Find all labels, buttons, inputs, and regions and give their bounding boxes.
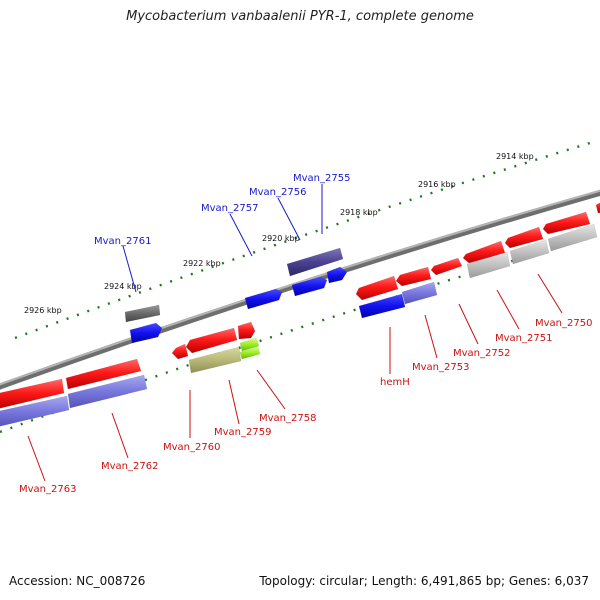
label-mvan-2752[interactable]: Mvan_2752	[453, 348, 510, 359]
gene-mvan-2749-red[interactable]	[542, 211, 591, 235]
label-mvan-2753[interactable]: Mvan_2753	[412, 362, 469, 373]
ruler-label-2926: 2926 kbp	[24, 306, 62, 315]
gene-mvan-2756[interactable]	[291, 276, 328, 297]
gene-mvan-2763[interactable]	[0, 395, 70, 427]
genome-summary: Topology: circular; Length: 6,491,865 bp…	[259, 574, 589, 588]
label-mvan-2761[interactable]: Mvan_2761	[94, 236, 151, 247]
leader-mvan-2761	[122, 245, 137, 293]
map-title: Mycobacterium vanbaalenii PYR-1, complet…	[126, 9, 474, 24]
leader-mvan-2757	[229, 213, 253, 257]
forward-gene-labels: Mvan_2755 Mvan_2756 Mvan_2757 Mvan_2761	[94, 173, 350, 247]
accession-label: Accession: NC_008726	[9, 574, 146, 588]
leader-mvan-2752	[458, 303, 479, 345]
lower-genes	[0, 223, 598, 427]
label-mvan-2759[interactable]: Mvan_2759	[214, 427, 271, 438]
label-mvan-2751[interactable]: Mvan_2751	[495, 333, 552, 344]
ruler-label-2920: 2920 kbp	[262, 234, 300, 243]
ruler-labels: 2914 kbp 2916 kbp 2918 kbp 2920 kbp 2922…	[24, 152, 534, 315]
gene-mvan-2762-red[interactable]	[65, 358, 142, 390]
label-mvan-2756[interactable]: Mvan_2756	[249, 187, 306, 198]
leader-lines	[27, 184, 563, 482]
label-mvan-2760[interactable]: Mvan_2760	[163, 442, 220, 453]
gene-mvan-2755[interactable]	[326, 266, 348, 284]
gene-mvan-2749[interactable]	[547, 223, 598, 252]
gene-mvan-2756-top[interactable]	[286, 247, 344, 277]
label-mvan-2755[interactable]: Mvan_2755	[293, 173, 350, 184]
gene-mvan-2757[interactable]	[244, 288, 283, 310]
gene-mvan-2762[interactable]	[67, 374, 148, 409]
label-mvan-2762[interactable]: Mvan_2762	[101, 461, 158, 472]
reverse-gene-labels: Mvan_2750 Mvan_2751 Mvan_2752 hemH Mvan_…	[19, 318, 592, 495]
label-mvan-2757[interactable]: Mvan_2757	[201, 203, 258, 214]
gene-hemh-red[interactable]	[355, 275, 399, 301]
gene-mvan-2761[interactable]	[129, 322, 163, 344]
gene-mvan-2753-red[interactable]	[395, 266, 432, 287]
gene-mvan-2760[interactable]	[171, 343, 189, 360]
label-mvan-2758[interactable]: Mvan_2758	[259, 413, 316, 424]
gene-mvan-2761-top[interactable]	[124, 304, 161, 323]
gene-mvan-2759-red[interactable]	[185, 327, 238, 354]
label-mvan-2763[interactable]: Mvan_2763	[19, 484, 76, 495]
leader-mvan-2756	[277, 197, 301, 241]
ruler-label-2918: 2918 kbp	[340, 208, 378, 217]
gene-mvan-2758-b[interactable]	[239, 346, 261, 360]
genome-backbone-highlight	[0, 189, 600, 386]
gene-mvan-2751[interactable]	[466, 251, 511, 279]
leader-mvan-2763	[27, 435, 46, 482]
gene-mvan-2759[interactable]	[188, 346, 242, 374]
gene-mvan-2752[interactable]	[430, 257, 463, 276]
ruler-label-2916: 2916 kbp	[418, 180, 456, 189]
label-hemh[interactable]: hemH	[380, 377, 410, 388]
gene-edge-red[interactable]	[595, 200, 600, 214]
leader-mvan-2758	[256, 369, 286, 410]
gene-mvan-2758[interactable]	[239, 337, 260, 352]
leader-mvan-2750	[537, 273, 563, 314]
leader-mvan-2762	[111, 412, 129, 459]
gene-mvan-2750[interactable]	[509, 239, 550, 265]
gene-mvan-2753[interactable]	[401, 281, 438, 305]
ruler-label-2914: 2914 kbp	[496, 152, 534, 161]
leader-mvan-2753	[424, 314, 438, 359]
leader-mvan-2751	[496, 289, 520, 330]
gene-mvan-2750-red[interactable]	[504, 226, 544, 249]
ruler-label-2922: 2922 kbp	[183, 259, 221, 268]
leader-mvan-2759	[228, 379, 240, 425]
gene-mvan-2758-red[interactable]	[237, 321, 256, 340]
gene-mvan-2763-red[interactable]	[0, 378, 65, 409]
reverse-genes	[0, 200, 600, 409]
label-mvan-2750[interactable]: Mvan_2750	[535, 318, 592, 329]
gene-hemh[interactable]	[358, 293, 406, 319]
ruler-label-2924: 2924 kbp	[104, 282, 142, 291]
forward-genes	[124, 247, 348, 344]
